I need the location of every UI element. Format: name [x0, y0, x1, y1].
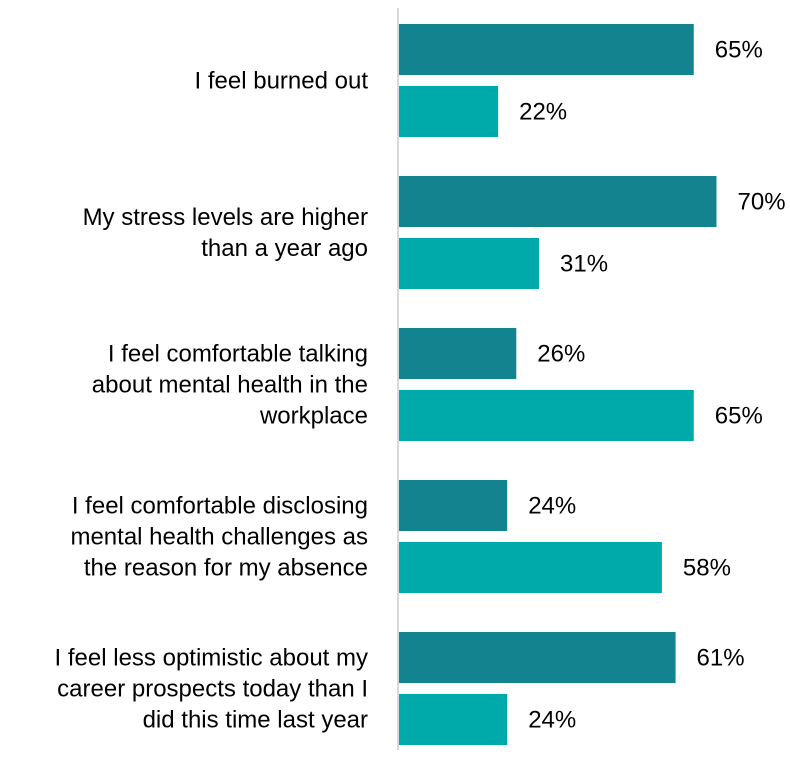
category-label-2-line-2: workplace: [259, 403, 368, 430]
category-label-4-line-1: career prospects today than I: [57, 676, 368, 703]
value-label-2-series-1: 65%: [715, 403, 763, 430]
bar-4-series-0: [398, 632, 676, 683]
category-label-1-line-0: My stress levels are higher: [83, 204, 368, 231]
bar-0-series-0: [398, 24, 694, 75]
bar-4-series-1: [398, 694, 508, 745]
value-label-4-series-1: 24%: [528, 707, 576, 734]
category-label-4-line-2: did this time last year: [143, 707, 368, 734]
bar-0-series-1: [398, 86, 499, 137]
bars-layer: [398, 24, 717, 745]
value-label-3-series-0: 24%: [528, 493, 576, 520]
category-label-2-line-0: I feel comfortable talking: [108, 341, 368, 368]
bar-2-series-1: [398, 390, 694, 441]
value-label-0-series-0: 65%: [715, 37, 763, 64]
category-label-2-line-1: about mental health in the: [92, 372, 368, 399]
labels-layer: 65% 22% I feel burned out 70% 31% My stress l…: [55, 37, 786, 734]
value-label-1-series-1: 31%: [560, 251, 608, 278]
value-label-3-series-1: 58%: [683, 555, 731, 582]
bar-2-series-0: [398, 328, 517, 379]
value-label-2-series-0: 26%: [537, 341, 585, 368]
value-label-4-series-0: 61%: [697, 645, 745, 672]
bar-3-series-0: [398, 480, 508, 531]
category-label-0-line-0: I feel burned out: [195, 68, 369, 95]
category-label-4-line-0: I feel less optimistic about my: [55, 645, 368, 672]
bar-1-series-1: [398, 238, 540, 289]
category-label-3-line-2: the reason for my absence: [84, 555, 368, 582]
bar-3-series-1: [398, 542, 662, 593]
category-label-3-line-1: mental health challenges as: [70, 524, 368, 551]
value-label-0-series-1: 22%: [519, 99, 567, 126]
category-label-3-line-0: I feel comfortable disclosing: [72, 493, 368, 520]
bar-1-series-0: [398, 176, 717, 227]
value-label-1-series-0: 70%: [738, 189, 786, 216]
category-label-1-line-1: than a year ago: [201, 235, 368, 262]
